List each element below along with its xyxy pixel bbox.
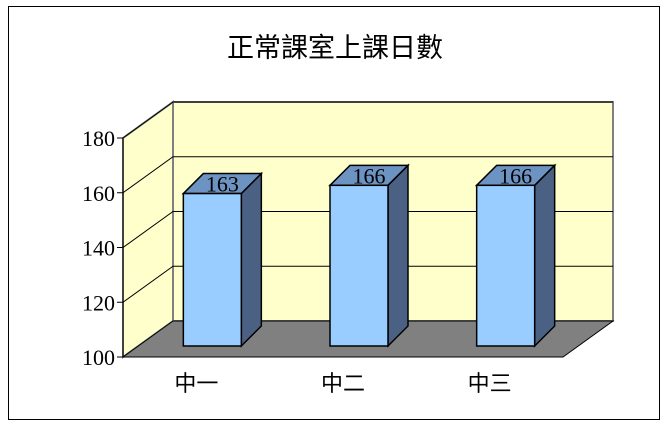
data-label: 166 <box>353 163 386 188</box>
x-tick-label: 中一 <box>174 371 218 396</box>
gridline <box>122 211 613 248</box>
y-tick-label: 180 <box>82 126 115 151</box>
bar-side <box>240 171 263 348</box>
y-tick-label: 140 <box>82 236 115 261</box>
gridline <box>122 265 613 303</box>
bar <box>475 184 536 347</box>
data-label: 166 <box>499 163 532 188</box>
gridline <box>122 101 613 139</box>
bar-side <box>387 163 409 348</box>
gridline <box>122 156 613 194</box>
bar <box>182 192 243 347</box>
y-tick-label: 160 <box>82 181 115 206</box>
chart-title: 正常課室上課日數 <box>227 33 443 63</box>
bar <box>329 184 389 347</box>
y-tick-label: 100 <box>82 345 115 370</box>
x-tick-label: 中二 <box>321 371 365 396</box>
x-tick-label: 中三 <box>468 371 512 396</box>
bar-side <box>533 163 556 348</box>
data-label: 163 <box>206 172 239 197</box>
y-tick-label: 120 <box>82 290 115 315</box>
